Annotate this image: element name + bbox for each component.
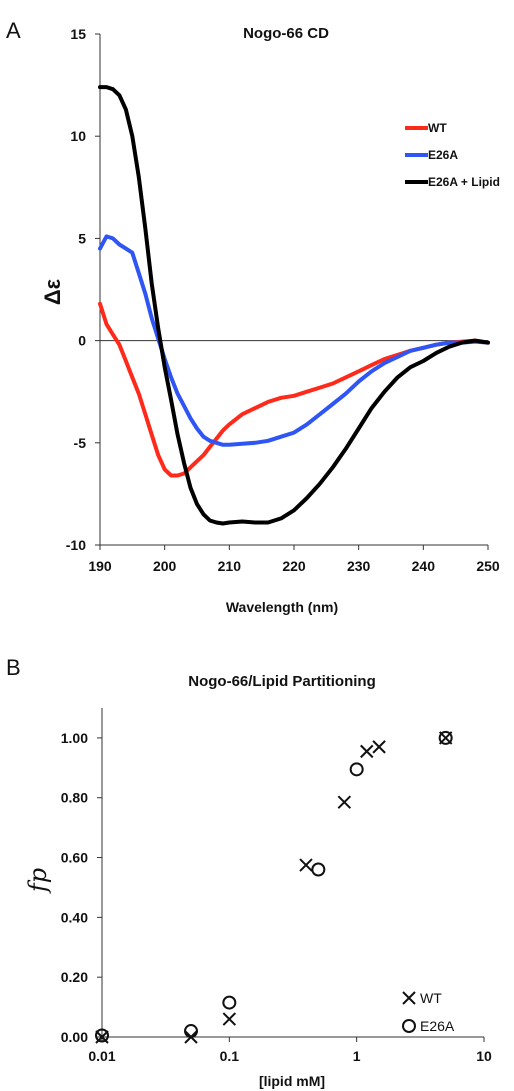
chart-b-xtick-label: 0.01 [88,1048,115,1064]
chart-a-series-line-3 [98,85,490,526]
chart-a-ytick-label: 15 [70,26,86,42]
chart-b-point-wt [372,740,386,754]
chart-b-ytick-label: 0.40 [61,909,88,925]
chart-a-xlabel: Wavelength (nm) [226,599,338,615]
chart-b-ytick-label: 0.20 [61,969,88,985]
chart-b-point-e26a [95,1028,109,1043]
chart-a-ytick-label: -10 [66,537,86,553]
chart-a-xtick-label: 240 [412,558,436,574]
chart-a-xtick-label: 200 [153,558,177,574]
chart-b-point-wt [222,1012,237,1026]
chart-b-point-e26a [311,862,326,877]
panel-a-label: A [6,18,21,43]
chart-b-point-e26a [349,762,364,777]
legend-a-label-2: E26A [428,148,458,162]
chart-b-point-e26a [438,730,453,745]
chart-b-xtick-label: 0.1 [220,1048,240,1064]
chart-a-legend: WT E26A E26A + Lipid [405,121,500,189]
legend-b-label-2: E26A [420,1018,455,1034]
chart-b-xtick-label: 1 [353,1048,361,1064]
chart-b-plot: 0.00 0.20 0.40 0.60 0.80 1.00 0.01 0.1 1 10 [61,708,492,1064]
chart-a-xtick-label: 230 [347,558,371,574]
chart-a-title: Nogo-66 CD [243,25,329,42]
chart-b-xtick-label: 10 [476,1048,492,1064]
chart-a-xtick-label: 210 [218,558,242,574]
legend-b-marker-2 [402,1019,416,1033]
chart-b-point-e26a [184,1024,199,1039]
legend-a-label-3: E26A + Lipid [428,175,500,189]
chart-b-point-wt [299,858,313,872]
chart-b-ytick-label: 1.00 [61,730,88,746]
panel-b-label: B [6,655,21,680]
legend-a-label-1: WT [428,121,447,135]
chart-a-ytick-label: 5 [78,230,86,246]
chart-b-xlabel: [lipid mM] [259,1073,325,1089]
chart-b-point-e26a [222,995,237,1010]
chart-a-plot: -10 -5 0 5 10 15 190 200 210 220 230 240 250 [66,26,500,574]
chart-b-ytick-label: 0.80 [61,790,88,806]
chart-a-xtick-label: 220 [282,558,306,574]
chart-a-ylabel: Δε [40,278,65,305]
chart-b-legend: WT E26A [402,990,455,1034]
chart-a-ytick-label: -5 [74,435,87,451]
legend-b-label-1: WT [420,990,442,1006]
chart-a-xtick-label: 190 [88,558,112,574]
chart-b-title: Nogo-66/Lipid Partitioning [188,673,376,690]
chart-a-ytick-label: 0 [78,333,86,349]
chart-a-xtick-label: 250 [476,558,500,574]
chart-a-series-line-2 [98,234,490,447]
legend-b-marker-1 [402,991,416,1005]
chart-b-ylabel: fp [24,868,52,894]
chart-b-point-wt [337,795,352,809]
chart-a-ytick-label: 10 [70,128,86,144]
chart-b-ytick-label: 0.00 [61,1029,88,1045]
chart-b-point-wt [360,744,374,759]
chart-b-ytick-label: 0.60 [61,850,88,866]
